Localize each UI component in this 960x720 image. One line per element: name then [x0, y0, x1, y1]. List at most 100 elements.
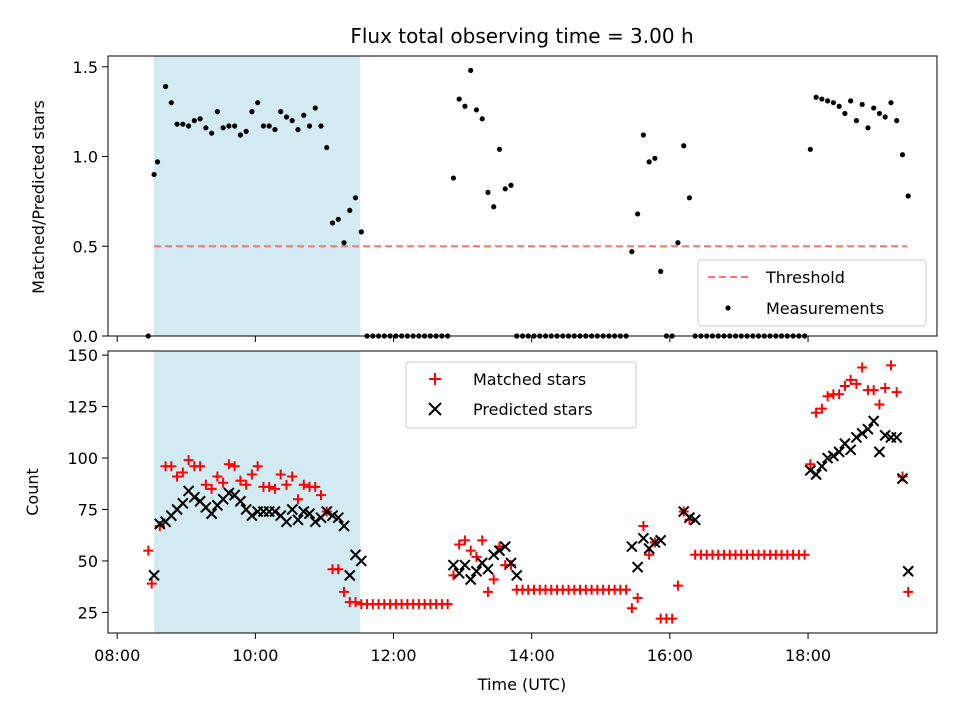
- predicted-star-point: [890, 431, 903, 444]
- measurement-point: [226, 123, 232, 129]
- measurement-point: [848, 98, 854, 104]
- predicted-star-point: [637, 532, 650, 545]
- predicted-star-point: [833, 446, 845, 458]
- measurement-point: [324, 144, 330, 151]
- matched-star-point: [241, 479, 252, 490]
- count-legend: Matched stars Predicted stars: [405, 361, 637, 429]
- y-tick-label: 1.5: [73, 58, 98, 77]
- y-tick-label: 50: [78, 552, 98, 571]
- measurement-point: [255, 100, 261, 106]
- matched-star-point: [667, 613, 678, 624]
- measurement-point: [508, 182, 514, 188]
- measurement-point: [842, 110, 848, 117]
- predicted-star-point: [303, 507, 316, 520]
- matched-star-point: [172, 471, 183, 482]
- matched-star-point: [903, 586, 914, 597]
- measurement-point: [640, 132, 646, 138]
- measurement-point: [220, 125, 226, 131]
- matched-star-point: [252, 461, 263, 472]
- measurement-point: [232, 123, 238, 129]
- predicted-star-point: [280, 516, 293, 528]
- measurement-point: [347, 207, 353, 213]
- predicted-star-point: [505, 557, 517, 569]
- matched-star-point: [799, 549, 810, 560]
- legend-matched-swatch: [429, 373, 441, 385]
- measurement-point: [180, 121, 186, 127]
- measurement-point: [456, 96, 462, 102]
- predicted-star-point: [896, 472, 909, 485]
- measurement-point: [197, 116, 203, 122]
- predicted-star-point: [205, 507, 218, 520]
- matched-star-point: [459, 535, 470, 546]
- measurement-point: [462, 103, 468, 109]
- matched-star-point: [177, 467, 188, 478]
- y-tick-label: 0.0: [73, 327, 98, 346]
- predicted-star-point: [309, 516, 321, 528]
- x-tick-label: 08:00: [94, 646, 140, 665]
- predicted-star-point: [654, 534, 667, 547]
- predicted-star-point: [470, 565, 483, 577]
- matched-star-point: [235, 475, 246, 486]
- predicted-star-point: [269, 505, 281, 518]
- predicted-star-point: [148, 569, 160, 582]
- measurement-point: [473, 107, 480, 113]
- matched-star-point: [632, 593, 643, 604]
- count-y-axis-label: Count: [23, 468, 42, 516]
- measurement-point: [807, 146, 813, 152]
- matched-star-point: [275, 469, 286, 480]
- x-axis-label: Time (UTC): [477, 675, 566, 694]
- x-tick-label: 14:00: [509, 646, 555, 665]
- measurement-point: [450, 175, 457, 181]
- legend-matched-label: Matched stars: [473, 370, 586, 389]
- predicted-star-point: [453, 567, 465, 580]
- matched-star-point: [811, 407, 822, 418]
- measurement-point: [358, 229, 364, 235]
- matched-star-point: [269, 483, 280, 494]
- matched-star-points: [143, 360, 914, 624]
- matched-star-point: [845, 374, 856, 385]
- matched-star-point: [477, 535, 488, 546]
- matched-star-point: [621, 584, 632, 595]
- measurement-point: [899, 152, 906, 158]
- measurement-point: [652, 155, 658, 161]
- y-tick-label: 75: [78, 500, 98, 519]
- matched-star-point: [281, 479, 292, 490]
- matched-star-point: [212, 471, 223, 482]
- measurement-point: [836, 103, 842, 109]
- count-panel: 25 50 75 100 125 150 08:00 10:00 12:00 14:00 16:0…: [23, 346, 938, 694]
- count-y-ticks: 25 50 75 100 125 150: [67, 346, 108, 622]
- measurement-point: [306, 123, 313, 129]
- predicted-star-point: [493, 544, 506, 557]
- ratio-y-axis-label: Matched/Predicted stars: [29, 100, 48, 294]
- measurement-point: [502, 186, 508, 192]
- legend-measurement-label: Measurements: [766, 299, 884, 318]
- y-tick-label: 25: [78, 603, 98, 622]
- predicted-star-point: [862, 423, 874, 435]
- measurement-point: [312, 105, 318, 111]
- predicted-star-point: [511, 569, 523, 582]
- matched-star-point: [482, 586, 493, 597]
- predicted-star-point: [177, 497, 189, 510]
- measurement-point: [485, 189, 491, 196]
- matched-star-point: [264, 481, 275, 492]
- matched-star-point: [287, 471, 298, 482]
- predicted-star-point: [902, 565, 914, 577]
- predicted-star-point: [188, 491, 201, 503]
- matched-star-point: [672, 580, 683, 591]
- measurement-point: [335, 216, 341, 222]
- matched-star-point: [644, 549, 655, 560]
- measurement-point: [894, 118, 900, 124]
- count-plot-frame: [107, 350, 938, 634]
- legend-threshold-label: Threshold: [765, 268, 845, 287]
- measurement-point: [272, 126, 278, 133]
- predicted-star-point: [816, 460, 828, 472]
- matched-star-point: [851, 378, 862, 389]
- matched-star-point: [897, 471, 908, 482]
- matched-star-point: [298, 479, 309, 490]
- predicted-star-point: [827, 450, 840, 462]
- predicted-star-point: [321, 505, 333, 518]
- predicted-star-point: [246, 509, 258, 522]
- measurement-point: [888, 100, 894, 106]
- legend-predicted-label: Predicted stars: [473, 400, 593, 419]
